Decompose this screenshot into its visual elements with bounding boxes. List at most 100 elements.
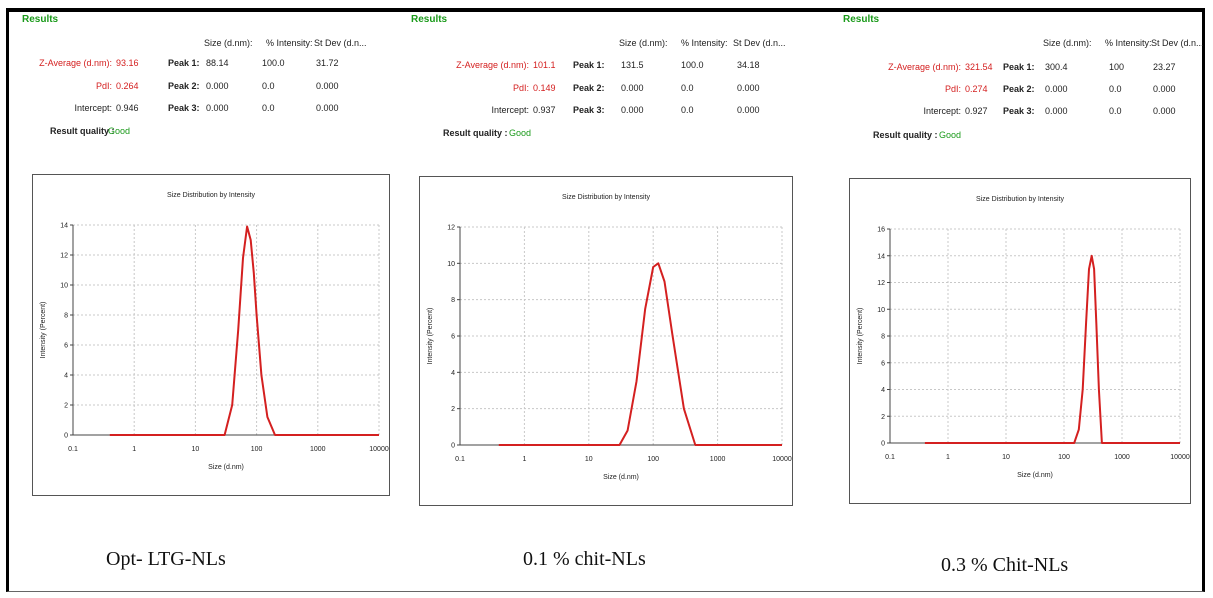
- intercept-value: 0.927: [965, 106, 988, 116]
- x-tick-label: 1: [522, 456, 526, 463]
- x-axis-label: Size (d.nm): [208, 464, 244, 471]
- peak-3-intensity: 0.0: [1109, 106, 1122, 116]
- y-tick-label: 6: [451, 334, 455, 341]
- x-tick-label: 100: [1058, 454, 1070, 461]
- pdi-label: PdI:: [512, 83, 529, 93]
- result-quality-value: Good: [939, 130, 962, 140]
- y-tick-label: 10: [60, 283, 68, 290]
- y-tick-label: 16: [877, 227, 885, 234]
- y-tick-label: 14: [877, 253, 885, 260]
- column-intensity: % Intensity:: [266, 38, 313, 48]
- y-tick-label: 4: [881, 387, 885, 394]
- x-tick-label: 10000: [772, 456, 792, 463]
- peak-1-size: 300.4: [1045, 62, 1068, 72]
- y-tick-label: 6: [64, 343, 68, 350]
- x-tick-label: 1000: [310, 446, 326, 453]
- peak-2-label: Peak 2:: [168, 81, 200, 91]
- z-average-value: 321.54: [965, 62, 993, 72]
- column-intensity: % Intensity:: [681, 38, 728, 48]
- distribution-curve: [924, 254, 1180, 444]
- peak-3-intensity: 0.0: [681, 105, 694, 115]
- peak-2-size: 0.000: [621, 83, 644, 93]
- result-quality-value: Good: [108, 126, 131, 136]
- chart-title: Size Distribution by Intensity: [562, 194, 650, 201]
- panel-2: Results Size (d.nm): % Intensity: St Dev…: [411, 14, 801, 574]
- peak-2-stdev: 0.000: [737, 83, 760, 93]
- peak-1-size: 131.5: [621, 60, 644, 70]
- peak-3-size: 0.000: [206, 103, 229, 113]
- x-tick-label: 100: [251, 446, 263, 453]
- peak-3-stdev: 0.000: [316, 103, 339, 113]
- x-tick-label: 1: [132, 446, 136, 453]
- x-tick-label: 1: [946, 454, 950, 461]
- column-size: Size (d.nm):: [204, 38, 253, 48]
- chart-box: Size Distribution by Intensity 0.1 1 10 100 1…: [849, 178, 1191, 504]
- chart-box: Size Distribution by Intensity 0.1 1 10 100 1…: [419, 176, 793, 506]
- panel-caption: 0.1 % chit-NLs: [523, 548, 646, 570]
- peak-2-label: Peak 2:: [1003, 84, 1035, 94]
- x-tick-label: 10: [1002, 454, 1010, 461]
- result-quality-label: Result quality :: [50, 126, 115, 136]
- column-intensity: % Intensity:: [1105, 38, 1152, 48]
- intercept-value: 0.946: [116, 103, 139, 113]
- x-tick-label: 0.1: [68, 446, 78, 453]
- peak-1-intensity: 100.0: [262, 58, 285, 68]
- peak-2-size: 0.000: [206, 81, 229, 91]
- peak-2-stdev: 0.000: [1153, 84, 1176, 94]
- distribution-curve: [498, 262, 782, 446]
- y-axis-label: Intensity (Percent): [857, 308, 864, 365]
- x-axis-label: Size (d.nm): [1017, 472, 1053, 479]
- column-size: Size (d.nm):: [619, 38, 668, 48]
- x-tick-label: 0.1: [455, 456, 465, 463]
- results-title: Results: [22, 14, 59, 25]
- y-tick-label: 8: [451, 297, 455, 304]
- y-tick-label: 4: [451, 370, 455, 377]
- peak-3-intensity: 0.0: [262, 103, 275, 113]
- panel-caption: 0.3 % Chit-NLs: [941, 554, 1069, 576]
- y-tick-label: 12: [447, 225, 455, 232]
- peak-2-stdev: 0.000: [316, 81, 339, 91]
- pdi-value: 0.274: [965, 84, 988, 94]
- result-quality-value: Good: [509, 128, 532, 138]
- panel-3: Results Size (d.nm): % Intensity: St Dev…: [843, 14, 1204, 576]
- peak-1-label: Peak 1:: [168, 58, 200, 68]
- peak-2-intensity: 0.0: [681, 83, 694, 93]
- x-tick-label: 0.1: [885, 454, 895, 461]
- z-average-value: 101.1: [533, 60, 556, 70]
- result-quality-label: Result quality :: [873, 130, 938, 140]
- y-tick-label: 2: [64, 403, 68, 410]
- y-tick-label: 0: [451, 443, 455, 450]
- x-tick-label: 10: [585, 456, 593, 463]
- peak-1-intensity: 100.0: [681, 60, 704, 70]
- y-tick-label: 12: [877, 280, 885, 287]
- z-average-label: Z-Average (d.nm):: [888, 62, 961, 72]
- z-average-value: 93.16: [116, 58, 139, 68]
- column-stdev: St Dev (d.n...: [1151, 38, 1204, 48]
- peak-1-label: Peak 1:: [1003, 62, 1035, 72]
- column-size: Size (d.nm):: [1043, 38, 1092, 48]
- peak-2-size: 0.000: [1045, 84, 1068, 94]
- intercept-label: Intercept:: [923, 106, 961, 116]
- peak-3-stdev: 0.000: [1153, 106, 1176, 116]
- y-tick-label: 8: [881, 334, 885, 341]
- peak-1-size: 88.14: [206, 58, 229, 68]
- result-quality-label: Result quality :: [443, 128, 508, 138]
- y-axis-label: Intensity (Percent): [427, 308, 434, 365]
- y-tick-label: 12: [60, 253, 68, 260]
- panel-1: Results Size (d.nm): % Intensity: St Dev…: [22, 14, 412, 574]
- peak-3-size: 0.000: [1045, 106, 1068, 116]
- y-tick-label: 4: [64, 373, 68, 380]
- pdi-label: PdI:: [95, 81, 112, 91]
- y-tick-label: 10: [877, 307, 885, 314]
- x-tick-label: 10: [192, 446, 200, 453]
- column-stdev: St Dev (d.n...: [314, 38, 367, 48]
- peak-1-stdev: 31.72: [316, 58, 339, 68]
- x-tick-label: 100: [647, 456, 659, 463]
- column-stdev: St Dev (d.n...: [733, 38, 786, 48]
- intercept-label: Intercept:: [491, 105, 529, 115]
- peak-1-stdev: 34.18: [737, 60, 760, 70]
- x-tick-label: 1000: [1114, 454, 1130, 461]
- peak-3-label: Peak 3:: [168, 103, 200, 113]
- x-tick-label: 10000: [369, 446, 389, 453]
